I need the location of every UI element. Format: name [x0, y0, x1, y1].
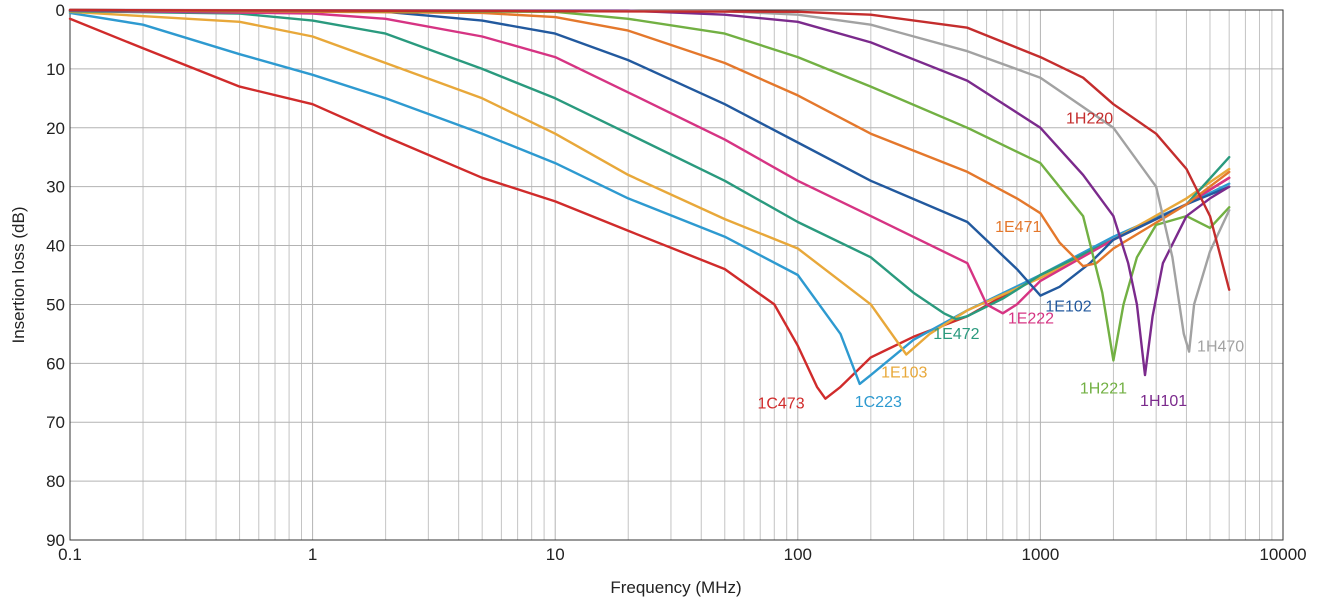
x-tick-label: 1000: [1021, 545, 1059, 564]
y-tick-label: 90: [46, 531, 65, 550]
x-tick-label: 1: [308, 545, 317, 564]
y-tick-label: 30: [46, 178, 65, 197]
y-axis-title: Insertion loss (dB): [9, 207, 28, 344]
y-tick-label: 0: [56, 1, 65, 20]
series-lines: [68, 8, 1231, 400]
series-label-1h101: 1H101: [1140, 393, 1187, 410]
series-line-1h221: [68, 8, 1231, 362]
series-line-1e472: [68, 10, 1231, 321]
series-label-1c473: 1C473: [757, 396, 804, 413]
x-tick-label: 10: [546, 545, 565, 564]
y-tick-label: 20: [46, 119, 65, 138]
series-label-1h470: 1H470: [1197, 339, 1244, 356]
x-tick-label: 100: [784, 545, 812, 564]
series-line-1h220: [68, 8, 1231, 291]
y-tick-label: 10: [46, 60, 65, 79]
y-tick-label: 60: [46, 354, 65, 373]
series-line-1e102: [68, 9, 1231, 297]
x-axis-title: Frequency (MHz): [610, 578, 741, 597]
series-label-1c223: 1C223: [855, 394, 902, 411]
series-label-1e471: 1E471: [995, 219, 1041, 236]
y-tick-label: 80: [46, 472, 65, 491]
series-line-1e103: [68, 10, 1231, 356]
series-line-1e222: [68, 9, 1231, 315]
x-tick-labels: 0.1 1 10 100 1000 10000: [58, 545, 1306, 564]
series-label-1e472: 1E472: [933, 326, 979, 343]
series-label-1e103: 1E103: [881, 365, 927, 382]
series-label-1h220: 1H220: [1066, 111, 1113, 128]
series-label-1e222: 1E222: [1008, 310, 1054, 327]
series-label-1e102: 1E102: [1045, 299, 1091, 316]
y-tick-label: 50: [46, 295, 65, 314]
series-line-1h470: [68, 8, 1231, 353]
series-line-1e471: [68, 8, 1231, 268]
x-tick-label: 10000: [1259, 545, 1306, 564]
y-tick-label: 40: [46, 237, 65, 256]
series-line-1c473: [68, 17, 1231, 400]
x-tick-label: 0.1: [58, 545, 82, 564]
y-tick-label: 70: [46, 413, 65, 432]
series-label-1h221: 1H221: [1080, 380, 1127, 397]
y-tick-labels: 0 10 20 30 40 50 60 70 80 90: [46, 1, 65, 550]
